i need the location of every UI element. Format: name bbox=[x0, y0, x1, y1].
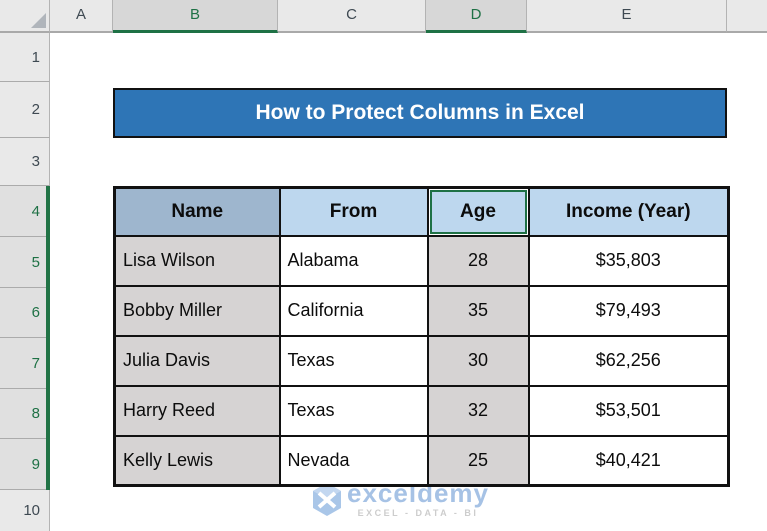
cell-name[interactable]: Lisa Wilson bbox=[113, 234, 281, 287]
select-all-triangle-icon bbox=[31, 13, 46, 28]
row-header-6[interactable]: 6 bbox=[0, 288, 50, 338]
cell-name[interactable]: Bobby Miller bbox=[113, 284, 281, 337]
cell-from[interactable]: Texas bbox=[278, 334, 429, 387]
table-row: Lisa Wilson Alabama 28 $35,803 bbox=[113, 234, 730, 287]
cell-income[interactable]: $35,803 bbox=[527, 234, 730, 287]
cell-from[interactable]: Alabama bbox=[278, 234, 429, 287]
cell-income[interactable]: $53,501 bbox=[527, 384, 730, 437]
row-header-9[interactable]: 9 bbox=[0, 439, 50, 490]
select-all-corner[interactable] bbox=[0, 0, 50, 33]
cell-age[interactable]: 32 bbox=[426, 384, 530, 437]
header-cell-age-active[interactable]: Age bbox=[426, 186, 530, 237]
row-header-10[interactable]: 10 bbox=[0, 490, 50, 531]
watermark-tagline: EXCEL - DATA - BI bbox=[357, 508, 479, 518]
column-header-f[interactable] bbox=[727, 0, 767, 33]
row-header-5[interactable]: 5 bbox=[0, 237, 50, 288]
cell-age[interactable]: 30 bbox=[426, 334, 530, 387]
column-header-a[interactable]: A bbox=[50, 0, 113, 33]
row-header-8[interactable]: 8 bbox=[0, 389, 50, 439]
column-header-b[interactable]: B bbox=[113, 0, 278, 33]
table-row: Julia Davis Texas 30 $62,256 bbox=[113, 334, 730, 387]
header-cell-age-label: Age bbox=[460, 200, 496, 222]
cell-name[interactable]: Kelly Lewis bbox=[113, 434, 281, 487]
row-header-1[interactable]: 1 bbox=[0, 33, 50, 82]
cell-age[interactable]: 28 bbox=[426, 234, 530, 287]
row-header-2[interactable]: 2 bbox=[0, 82, 50, 138]
cell-age[interactable]: 35 bbox=[426, 284, 530, 337]
cell-name[interactable]: Julia Davis bbox=[113, 334, 281, 387]
cell-income[interactable]: $62,256 bbox=[527, 334, 730, 387]
table-row: Bobby Miller California 35 $79,493 bbox=[113, 284, 730, 337]
title-banner[interactable]: How to Protect Columns in Excel bbox=[113, 88, 727, 138]
cell-from[interactable]: California bbox=[278, 284, 429, 337]
header-cell-from[interactable]: From bbox=[278, 186, 429, 237]
header-cell-income[interactable]: Income (Year) bbox=[527, 186, 730, 237]
selected-rows-indicator bbox=[46, 186, 50, 490]
data-table: Name From Age Income (Year) Lisa Wilson … bbox=[113, 186, 730, 487]
cell-name[interactable]: Harry Reed bbox=[113, 384, 281, 437]
cell-from[interactable]: Texas bbox=[278, 384, 429, 437]
row-header-7[interactable]: 7 bbox=[0, 338, 50, 389]
table-row: Harry Reed Texas 32 $53,501 bbox=[113, 384, 730, 437]
cell-income[interactable]: $40,421 bbox=[527, 434, 730, 487]
column-header-d[interactable]: D bbox=[426, 0, 527, 33]
row-header-4[interactable]: 4 bbox=[0, 186, 50, 237]
column-header-c[interactable]: C bbox=[278, 0, 426, 33]
header-cell-name[interactable]: Name bbox=[113, 186, 281, 237]
table-row: Kelly Lewis Nevada 25 $40,421 bbox=[113, 434, 730, 487]
row-header-3[interactable]: 3 bbox=[0, 138, 50, 186]
cell-income[interactable]: $79,493 bbox=[527, 284, 730, 337]
exceldemy-cube-icon bbox=[313, 483, 341, 516]
cell-age[interactable]: 25 bbox=[426, 434, 530, 487]
table-header-row: Name From Age Income (Year) bbox=[113, 186, 730, 237]
column-header-e[interactable]: E bbox=[527, 0, 727, 33]
cell-from[interactable]: Nevada bbox=[278, 434, 429, 487]
